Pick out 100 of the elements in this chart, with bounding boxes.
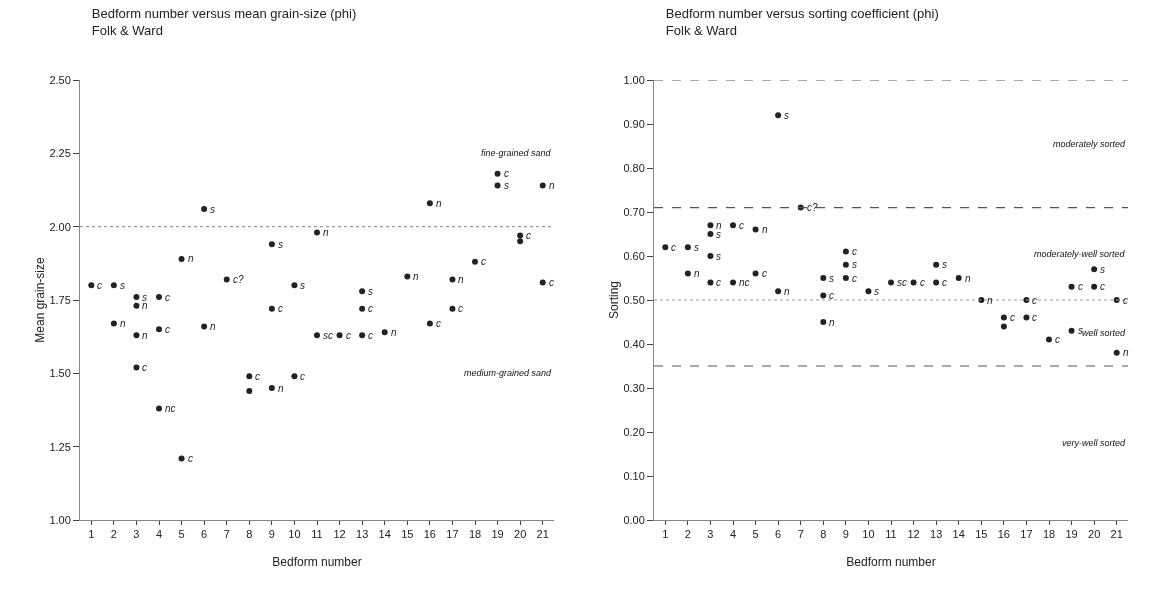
- annotation: n: [323, 227, 329, 238]
- annotation: c: [481, 256, 486, 267]
- point: [178, 455, 185, 462]
- annotation: nc: [165, 403, 176, 414]
- point: [1023, 314, 1030, 321]
- annotation: c: [852, 273, 857, 284]
- point: [842, 248, 849, 255]
- annotation: s: [874, 286, 879, 297]
- point: [539, 182, 546, 189]
- point: [110, 320, 117, 327]
- chart-title: Bedform number versus sorting coefficient (phi): [665, 5, 939, 21]
- y-tick-label: 0.70: [623, 205, 645, 218]
- point: [775, 288, 782, 295]
- annotation: c: [716, 277, 721, 288]
- point: [426, 200, 433, 207]
- x-tick-label: 15: [401, 528, 414, 541]
- y-tick-label: 0.00: [623, 513, 645, 526]
- y-tick-label: 1.25: [49, 440, 71, 453]
- point: [494, 182, 501, 189]
- y-tick-label: 1.00: [623, 73, 645, 86]
- annotation: c: [346, 330, 351, 341]
- annotation: c: [255, 371, 260, 382]
- annotation: sc: [323, 330, 333, 341]
- annotation: s: [852, 259, 857, 270]
- annotation: c: [165, 324, 170, 335]
- point: [1091, 283, 1098, 290]
- annotation: c: [165, 292, 170, 303]
- point: [359, 305, 366, 312]
- annotation: c: [829, 290, 834, 301]
- point: [494, 170, 501, 177]
- annotation: n: [784, 286, 790, 297]
- annotation: n: [436, 198, 442, 209]
- point: [517, 232, 524, 239]
- point: [910, 279, 917, 286]
- annotation: very-well sorted: [1062, 438, 1127, 448]
- x-tick-label: 18: [1042, 528, 1056, 541]
- annotation: s: [784, 110, 789, 121]
- point: [201, 323, 208, 330]
- point: [865, 288, 872, 295]
- x-tick-label: 5: [752, 528, 759, 541]
- x-tick-label: 10: [288, 528, 301, 541]
- point: [449, 305, 456, 312]
- x-tick-label: 2: [110, 528, 117, 541]
- y-tick-label: 2.00: [49, 220, 71, 233]
- point: [933, 261, 940, 268]
- point: [684, 244, 691, 251]
- point: [291, 282, 298, 289]
- annotation: well sorted: [1082, 328, 1127, 338]
- annotation: c: [671, 242, 676, 253]
- point: [268, 241, 275, 248]
- x-tick-label: 21: [1110, 528, 1123, 541]
- x-tick-label: 8: [820, 528, 827, 541]
- annotation: s: [368, 286, 373, 297]
- point: [1068, 283, 1075, 290]
- annotation: n: [142, 300, 148, 311]
- point: [707, 279, 714, 286]
- x-tick-label: 1: [662, 528, 669, 541]
- annotation: c: [1010, 312, 1015, 323]
- point: [201, 206, 208, 213]
- point: [707, 231, 714, 237]
- x-tick-label: 13: [356, 528, 369, 541]
- point: [133, 294, 140, 301]
- x-tick-label: 3: [707, 528, 714, 541]
- x-axis-title: Bedform number: [846, 555, 936, 569]
- point: [820, 275, 827, 281]
- annotation: moderately sorted: [1053, 139, 1127, 149]
- x-tick-label: 13: [930, 528, 943, 541]
- x-tick-label: 2: [684, 528, 691, 541]
- chart-subtitle: Folk & Ward: [665, 22, 737, 38]
- y-axis-title: Sorting: [607, 280, 622, 320]
- annotation: c: [942, 277, 947, 288]
- point: [246, 373, 253, 380]
- point: [88, 282, 95, 289]
- chart-title: Bedform number versus mean grain-size (phi): [91, 5, 357, 21]
- annotation: s: [120, 280, 125, 291]
- y-tick-label: 0.30: [623, 381, 645, 394]
- y-tick-label: 0.40: [623, 337, 645, 350]
- annotation: s: [210, 204, 215, 215]
- annotation: s: [829, 273, 834, 284]
- annotation: c: [1078, 281, 1083, 292]
- annotation: c: [1100, 281, 1105, 292]
- x-tick-label: 7: [797, 528, 804, 541]
- point: [842, 261, 849, 268]
- annotation: c: [1123, 295, 1128, 306]
- y-tick-label: 1.00: [49, 513, 71, 526]
- annotation: c: [278, 303, 283, 314]
- annotation: s: [1078, 325, 1083, 336]
- point: [133, 332, 140, 339]
- point: [291, 373, 298, 380]
- x-tick-label: 8: [246, 528, 253, 541]
- y-axis-title: Mean grain-size: [33, 256, 48, 343]
- y-tick-label: 0.60: [623, 249, 645, 262]
- point: [1068, 327, 1075, 334]
- annotation: s: [716, 251, 721, 262]
- point: [178, 255, 185, 262]
- annotation: n: [413, 271, 419, 282]
- annotation: n: [120, 318, 126, 329]
- y-tick-label: 0.20: [623, 425, 645, 438]
- point: [314, 332, 320, 339]
- point: [268, 385, 275, 391]
